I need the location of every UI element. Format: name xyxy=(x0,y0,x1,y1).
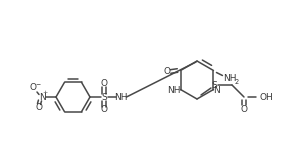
Text: NH: NH xyxy=(114,92,128,102)
Text: O: O xyxy=(100,79,108,89)
Text: S: S xyxy=(101,92,107,102)
Text: NH: NH xyxy=(223,74,236,83)
Text: 2: 2 xyxy=(235,79,239,85)
Text: N: N xyxy=(39,92,45,102)
Text: O: O xyxy=(100,106,108,115)
Text: O: O xyxy=(163,67,170,76)
Text: O: O xyxy=(240,104,248,114)
Text: N: N xyxy=(213,86,220,95)
Text: OH: OH xyxy=(260,92,274,102)
Text: S: S xyxy=(211,81,217,90)
Text: O: O xyxy=(30,83,36,92)
Text: O: O xyxy=(36,103,42,112)
Text: +: + xyxy=(42,90,48,95)
Text: NH: NH xyxy=(167,86,180,95)
Text: −: − xyxy=(35,82,40,86)
